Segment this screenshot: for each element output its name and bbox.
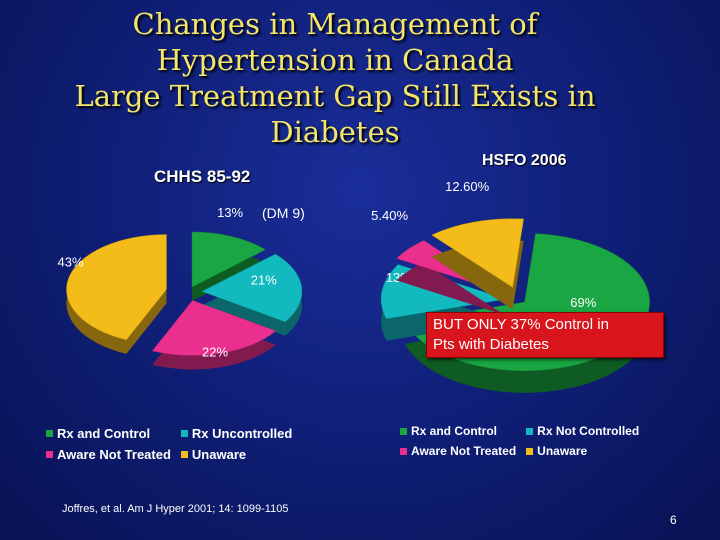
title-line-4: Diabetes	[270, 115, 400, 149]
pie-slice-side-aware-not-treated	[396, 262, 505, 315]
pie-slice-rx-and-control	[191, 231, 266, 288]
legend-item: Unaware	[180, 447, 292, 462]
legend-label: Rx and Control	[411, 424, 497, 438]
pie-slice-rx-uncontrolled	[201, 253, 303, 323]
legend-item: Unaware	[526, 444, 639, 458]
pie-chart-hsfo: 69%13%5.40%12.60%	[371, 179, 650, 393]
legend-swatch-magenta	[400, 447, 407, 455]
legend-item: Rx Uncontrolled	[180, 426, 293, 441]
legend-label: Unaware	[191, 447, 247, 462]
legend-label: Rx and Control	[57, 426, 151, 441]
chart2-legend: Rx and Control Rx Not Controlled Aware N…	[400, 424, 639, 458]
legend-label: Aware Not Treated	[411, 444, 517, 458]
legend-label: Unaware	[537, 444, 588, 458]
pie-data-label: 43%	[58, 254, 84, 269]
chart1-title: CHHS 85-92	[154, 167, 251, 186]
control-callout: BUT ONLY 37% Control in Pts with Diabete…	[426, 312, 664, 358]
pie-data-label: 12.60%	[445, 179, 490, 194]
chart1-subtitle: (DM 9)	[262, 205, 305, 221]
slide-title: Changes in Management of Hypertension in…	[40, 6, 630, 150]
legend-item: Rx Not Controlled	[526, 424, 639, 438]
pie-slice-unaware	[431, 218, 524, 288]
pie-data-label: 5.40%	[371, 208, 408, 223]
legend-item: Aware Not Treated	[46, 447, 171, 462]
pie-slice-aware-not-treated	[151, 300, 277, 356]
legend-item: Aware Not Treated	[400, 444, 516, 458]
legend-label: Rx Not Controlled	[537, 424, 640, 438]
pie-data-label: 13%	[217, 205, 243, 220]
callout-line-2: Pts with Diabetes	[433, 336, 549, 353]
legend-item: Rx and Control	[400, 424, 516, 438]
legend-swatch-green	[400, 427, 407, 435]
legend-swatch-magenta	[46, 451, 53, 458]
legend-swatch-cyan	[526, 427, 534, 435]
title-line-3: Large Treatment Gap Still Exists in	[74, 79, 596, 113]
legend-swatch-yellow	[180, 451, 188, 458]
legend-item: Rx and Control	[46, 426, 171, 441]
pie-data-label: 69%	[570, 295, 596, 310]
callout-line-1: BUT ONLY 37% Control in	[433, 316, 609, 333]
pie-data-label: 22%	[202, 345, 228, 360]
pie-chart-chhs: 13% 21% 22% 43%	[58, 205, 303, 370]
citation: Joffres, et al. Am J Hyper 2001; 14: 109…	[62, 503, 289, 515]
chart1-legend: Rx and Control Rx Uncontrolled Aware Not…	[46, 426, 292, 462]
legend-label: Rx Uncontrolled	[191, 426, 293, 441]
legend-swatch-yellow	[526, 447, 534, 455]
title-line-2: Hypertension in Canada	[156, 43, 514, 77]
chart2-title: HSFO 2006	[482, 152, 567, 169]
legend-label: Aware Not Treated	[57, 447, 171, 462]
legend-swatch-cyan	[180, 430, 188, 437]
title-line-1: Changes in Management of	[132, 7, 538, 41]
pie-data-label: 21%	[251, 273, 277, 288]
slide-number: 6	[670, 513, 677, 527]
legend-swatch-green	[46, 430, 53, 437]
pie-slice-unaware	[66, 234, 167, 341]
